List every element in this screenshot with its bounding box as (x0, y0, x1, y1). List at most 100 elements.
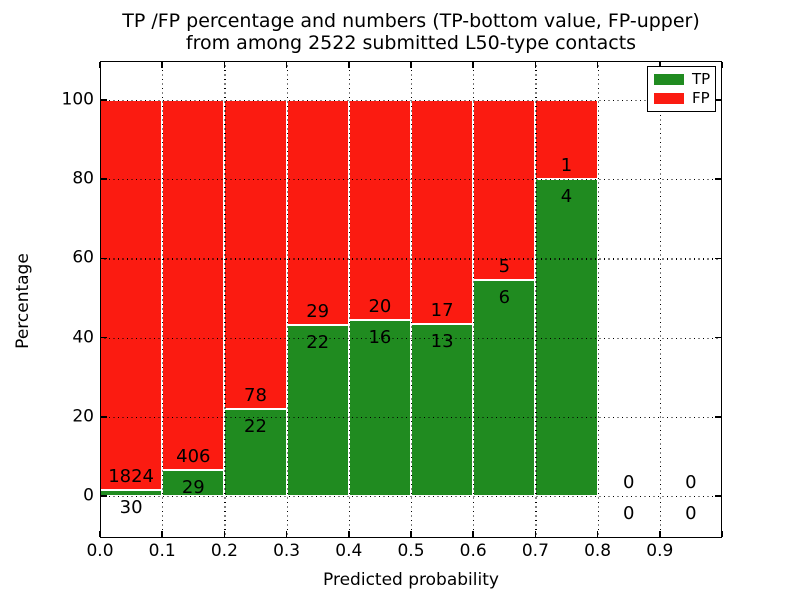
x-tick-mark-top (285, 62, 288, 68)
bar-segment-fp (348, 100, 411, 320)
bar-segment-fp (162, 100, 225, 470)
x-tick-label: 0.4 (335, 541, 363, 561)
y-tick-mark-left (101, 336, 107, 339)
bar-count-label-tp: 0 (685, 503, 697, 524)
bar-segment-fp (286, 100, 349, 326)
legend: TP FP (647, 66, 716, 112)
gridline-vertical (162, 61, 164, 538)
bar-count-label-fp: 0 (622, 472, 635, 493)
bar-segment-tp (224, 408, 287, 496)
gridline-vertical (348, 61, 350, 538)
x-tick-mark-top (596, 62, 599, 68)
y-tick-label: 40 (72, 327, 94, 348)
x-tick-mark-top (534, 62, 537, 68)
bar-count-label-fp: 5 (498, 256, 511, 277)
bar-segment-tp (411, 324, 474, 496)
x-tick-mark-bottom (534, 531, 537, 537)
gridline-vertical (411, 61, 413, 538)
x-tick-label: 0.5 (397, 541, 425, 561)
x-tick-mark-top (348, 62, 350, 68)
x-axis-label: Predicted probability (323, 570, 499, 590)
y-tick-mark-left (101, 416, 107, 418)
y-tick-mark-left (101, 178, 107, 180)
legend-item-fp: FP (654, 88, 710, 107)
y-tick-mark-right (715, 336, 721, 339)
x-tick-mark-bottom (472, 531, 474, 537)
y-tick-label: 100 (61, 89, 94, 110)
x-tick-label: 0.3 (273, 541, 301, 561)
x-tick-mark-bottom (161, 531, 163, 537)
y-tick-label: 20 (72, 406, 94, 427)
x-tick-mark-bottom (596, 531, 599, 537)
x-tick-mark-bottom (348, 531, 350, 537)
y-tick-mark-right (715, 495, 721, 497)
x-tick-mark-top (161, 62, 163, 68)
y-tick-label: 80 (72, 168, 94, 189)
x-tick-label: 0.2 (210, 541, 238, 561)
bar-count-label-fp: 17 (430, 300, 454, 322)
bar-count-label-tp: 4 (560, 186, 573, 208)
bar-segment-fp (473, 100, 536, 280)
y-tick-mark-right (715, 257, 721, 260)
bar-count-label-tp: 30 (119, 496, 143, 518)
bar-segment-fp (100, 100, 163, 490)
x-tick-label: 0.1 (148, 541, 176, 561)
bar-count-label-fp: 1 (560, 155, 573, 177)
y-tick-mark-right (715, 178, 721, 180)
x-tick-mark-bottom (223, 531, 226, 537)
gridline-vertical (224, 61, 226, 538)
bar-segment-tp (348, 320, 411, 496)
bar-count-label-tp: 22 (244, 415, 267, 437)
gridline-vertical (473, 61, 475, 538)
x-tick-mark-top (659, 62, 661, 68)
bar-segment-tp (473, 280, 536, 496)
bar-segment-fp (535, 100, 598, 180)
chart-title-line1: TP /FP percentage and numbers (TP-bottom… (122, 10, 700, 32)
x-tick-mark-top (472, 62, 474, 68)
bar-count-label-tp: 29 (181, 476, 205, 498)
bar-count-label-fp: 78 (244, 384, 267, 406)
y-tick-mark-right (715, 99, 721, 101)
x-tick-label: 0.9 (646, 541, 674, 561)
y-axis-label: Percentage (13, 253, 33, 349)
bar-segment-tp (535, 179, 598, 496)
bar-segment-fp (411, 100, 474, 325)
x-tick-mark-top (721, 62, 723, 68)
bar-count-label-fp: 406 (176, 445, 211, 467)
x-tick-mark-bottom (285, 531, 288, 537)
bar-count-label-tp: 13 (430, 331, 454, 353)
y-tick-mark-left (101, 99, 107, 101)
y-tick-mark-right (715, 416, 721, 418)
tp-color-swatch (654, 74, 684, 86)
bar-count-label-tp: 22 (306, 332, 330, 354)
bar-count-label-tp: 16 (368, 327, 392, 348)
y-tick-mark-left (101, 495, 107, 497)
gridline-vertical (535, 61, 537, 538)
x-tick-mark-top (223, 62, 226, 68)
legend-item-tp: TP (654, 70, 711, 89)
fp-color-swatch (654, 92, 684, 104)
legend-label-fp: FP (692, 88, 710, 107)
y-tick-mark-left (101, 257, 107, 260)
x-tick-mark-top (410, 62, 412, 68)
bar-count-label-fp: 1824 (108, 465, 154, 487)
x-tick-label: 0.7 (521, 541, 549, 561)
x-tick-mark-bottom (99, 531, 101, 537)
x-tick-label: 0.0 (86, 541, 114, 561)
x-tick-mark-top (99, 62, 101, 68)
y-tick-label: 0 (83, 485, 94, 506)
gridline-vertical (659, 61, 661, 538)
bar-count-label-fp: 0 (685, 472, 697, 493)
gridline-vertical (597, 61, 599, 538)
gridline-vertical (286, 61, 288, 538)
x-tick-mark-bottom (721, 531, 723, 537)
bar-segment-fp (224, 100, 287, 409)
bar-count-label-fp: 20 (368, 296, 392, 317)
chart-title: TP /FP percentage and numbers (TP-bottom… (100, 10, 722, 54)
chart-title-line2: from among 2522 submitted L50-type conta… (185, 32, 637, 54)
legend-label-tp: TP (692, 70, 711, 89)
y-tick-label: 60 (72, 247, 94, 268)
x-tick-label: 0.6 (459, 541, 487, 561)
x-tick-label: 0.8 (584, 541, 612, 561)
